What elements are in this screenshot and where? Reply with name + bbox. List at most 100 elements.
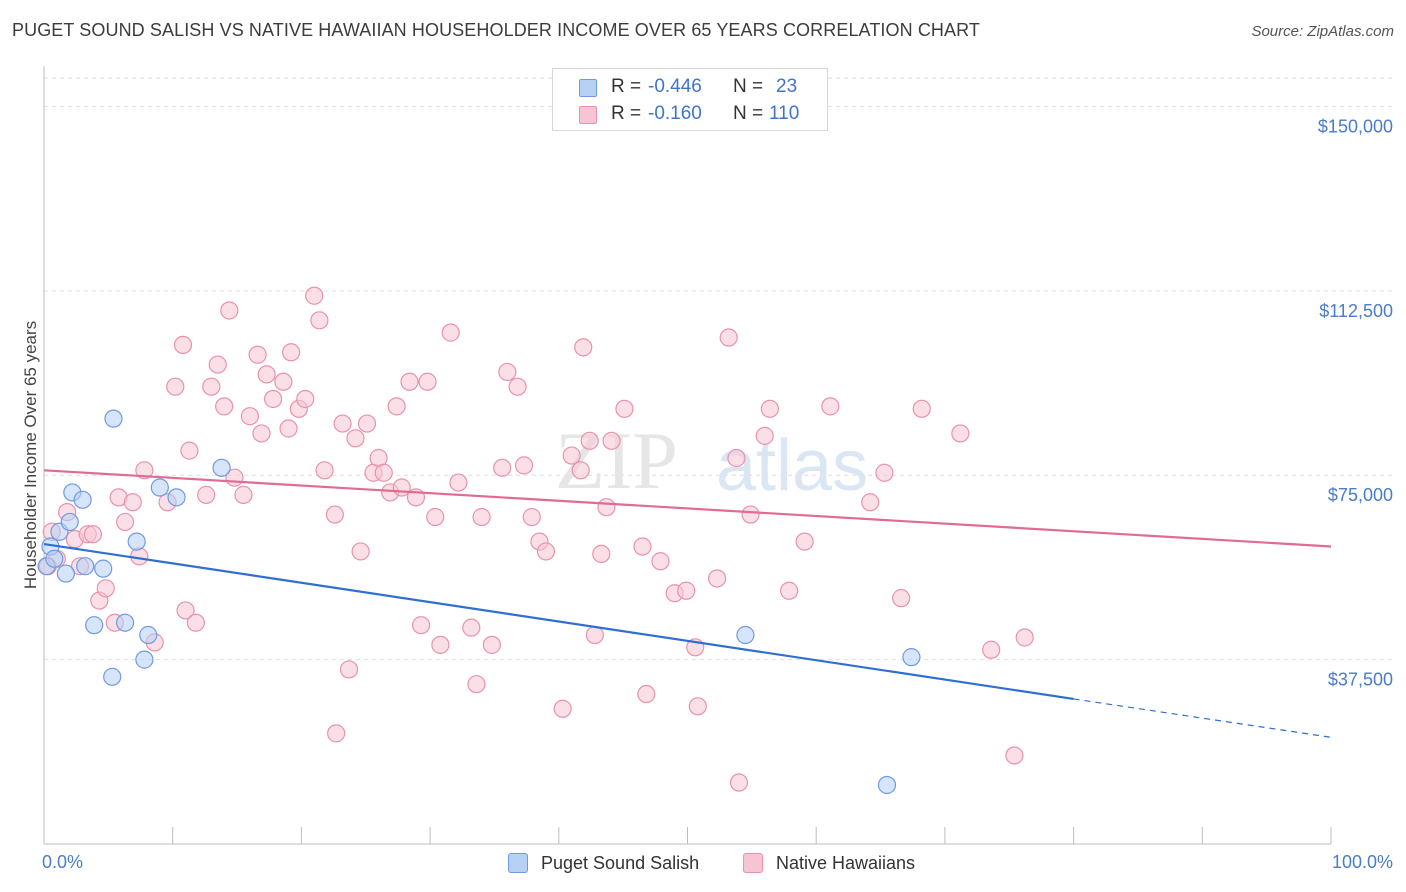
stats-swatch-pink (579, 106, 597, 124)
x-tick-label-right: 100.0% (1331, 852, 1393, 872)
point-native-hawaiians (400, 372, 419, 391)
point-puget-sound-salish (115, 613, 135, 632)
point-native-hawaiians (467, 675, 486, 694)
point-native-hawaiians (637, 684, 656, 704)
y-tick-label: $150,000 (1318, 116, 1393, 136)
point-native-hawaiians (508, 377, 527, 396)
point-native-hawaiians (130, 547, 149, 566)
r-label: R = (611, 103, 642, 124)
point-native-hawaiians (597, 498, 616, 517)
point-native-hawaiians (180, 441, 199, 460)
point-puget-sound-salish (60, 512, 79, 532)
trend-line-native-hawaiians (43, 469, 1332, 548)
point-puget-sound-salish (104, 409, 123, 428)
point-native-hawaiians (202, 377, 221, 396)
point-native-hawaiians (123, 493, 142, 512)
point-native-hawaiians (912, 399, 931, 418)
point-native-hawaiians (186, 613, 205, 632)
point-native-hawaiians (282, 343, 301, 362)
point-native-hawaiians (472, 507, 491, 527)
point-native-hawaiians (220, 301, 239, 320)
point-native-hawaiians (426, 507, 445, 527)
series-native-hawaiians (38, 286, 1034, 792)
point-native-hawaiians (562, 446, 581, 465)
point-native-hawaiians (536, 542, 556, 561)
point-puget-sound-salish (135, 650, 154, 669)
point-native-hawaiians (755, 426, 774, 445)
point-native-hawaiians (215, 397, 234, 416)
point-puget-sound-salish (139, 625, 158, 645)
chart-title: PUGET SOUND SALISH VS NATIVE HAWAIIAN HO… (12, 20, 980, 40)
point-native-hawaiians (411, 616, 431, 635)
point-native-hawaiians (449, 473, 468, 492)
point-native-hawaiians (821, 397, 840, 416)
point-native-hawaiians (315, 461, 334, 480)
point-native-hawaiians (263, 389, 283, 409)
point-puget-sound-salish (212, 458, 231, 477)
point-native-hawaiians (795, 532, 814, 551)
point-native-hawaiians (760, 399, 779, 418)
point-puget-sound-salish (94, 559, 113, 578)
point-native-hawaiians (875, 463, 894, 482)
point-native-hawaiians (279, 419, 298, 438)
correlation-stats-box: R = -0.446 N = 23 R = -0.160 N = 110 (552, 68, 828, 131)
point-native-hawaiians (493, 458, 512, 477)
point-native-hawaiians (522, 507, 541, 527)
y-tick-label: $112,500 (1319, 301, 1393, 321)
n-label: N = (733, 103, 764, 124)
point-native-hawaiians (176, 601, 195, 620)
point-native-hawaiians (296, 389, 315, 409)
point-native-hawaiians (166, 377, 185, 396)
point-native-hawaiians (418, 372, 437, 391)
trend-line-puget-sound-salish (43, 542, 1074, 701)
n-value: 23 (776, 76, 798, 97)
trend-line-extension-puget-sound-salish (1073, 698, 1332, 738)
point-native-hawaiians (951, 424, 970, 443)
stats-row-puget-sound-salish: R = -0.446 N = 23 (553, 73, 827, 101)
legend-swatch-pink (743, 853, 763, 873)
point-native-hawaiians (571, 461, 590, 480)
point-native-hawaiians (553, 699, 572, 718)
point-native-hawaiians (173, 335, 193, 355)
point-native-hawaiians (1015, 628, 1034, 647)
point-native-hawaiians (708, 569, 727, 588)
point-native-hawaiians (351, 542, 370, 561)
point-native-hawaiians (514, 456, 534, 475)
point-native-hawaiians (234, 485, 253, 504)
point-native-hawaiians (982, 640, 1001, 659)
point-native-hawaiians (780, 581, 799, 600)
point-native-hawaiians (333, 414, 352, 433)
point-native-hawaiians (115, 512, 135, 532)
point-puget-sound-salish (73, 490, 92, 509)
point-native-hawaiians (741, 505, 760, 524)
point-native-hawaiians (462, 618, 481, 637)
point-puget-sound-salish (150, 478, 169, 497)
x-tick-label-left: 0.0% (42, 852, 84, 872)
y-tick-label: $75,000 (1328, 485, 1393, 505)
point-native-hawaiians (498, 362, 517, 382)
point-native-hawaiians (357, 414, 377, 433)
point-puget-sound-salish (877, 775, 897, 795)
point-puget-sound-salish (45, 549, 64, 568)
axes (43, 66, 1332, 845)
point-native-hawaiians (585, 625, 604, 645)
point-native-hawaiians (96, 579, 115, 598)
point-puget-sound-salish (85, 616, 104, 635)
point-native-hawaiians (257, 365, 276, 384)
point-native-hawaiians (305, 286, 324, 305)
point-native-hawaiians (441, 323, 460, 342)
watermark-atlas: atlas (716, 426, 868, 506)
legend-label: Puget Sound Salish (541, 853, 700, 873)
series-puget-sound-salish (37, 409, 921, 795)
point-native-hawaiians (651, 552, 670, 571)
point-puget-sound-salish (167, 488, 186, 507)
point-native-hawaiians (729, 773, 749, 792)
y-tick-label: $37,500 (1328, 670, 1393, 690)
point-puget-sound-salish (736, 625, 755, 645)
point-native-hawaiians (602, 431, 621, 450)
point-native-hawaiians (346, 429, 365, 448)
stats-swatch-blue (579, 79, 597, 97)
point-native-hawaiians (1005, 746, 1024, 765)
point-native-hawaiians (688, 697, 707, 716)
